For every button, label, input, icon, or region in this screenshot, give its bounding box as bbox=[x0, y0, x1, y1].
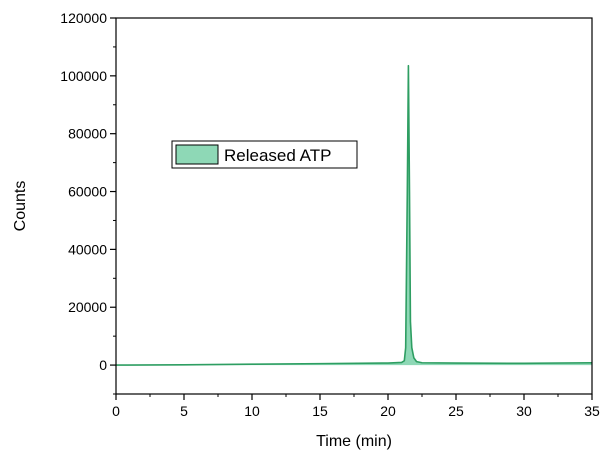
y-tick-label: 100000 bbox=[60, 68, 107, 84]
legend-label-released-atp: Released ATP bbox=[224, 146, 331, 165]
x-tick-label: 0 bbox=[112, 403, 120, 419]
x-axis-ticks bbox=[115, 394, 593, 400]
x-tick-label: 30 bbox=[516, 403, 532, 419]
y-tick-label: 0 bbox=[99, 357, 107, 373]
x-tick-label: 25 bbox=[448, 403, 464, 419]
series-line-released-atp bbox=[115, 64, 593, 366]
x-tick-label: 10 bbox=[244, 403, 260, 419]
plot-area bbox=[115, 64, 593, 366]
x-axis-title: Time (min) bbox=[316, 433, 392, 450]
x-axis-tick-labels: 0 5 10 15 20 25 30 35 bbox=[112, 403, 600, 419]
x-tick-label: 5 bbox=[180, 403, 188, 419]
series-area-released-atp bbox=[116, 65, 592, 366]
y-axis-title: Counts bbox=[12, 181, 29, 232]
y-tick-label: 60000 bbox=[68, 184, 107, 200]
legend-swatch-released-atp bbox=[175, 144, 219, 165]
y-axis-tick-labels: 0 20000 40000 60000 80000 100000 120000 bbox=[60, 10, 107, 373]
y-tick-label: 20000 bbox=[68, 299, 107, 315]
legend: Released ATP bbox=[171, 140, 358, 169]
y-tick-label: 80000 bbox=[68, 126, 107, 142]
y-tick-label: 40000 bbox=[68, 241, 107, 257]
x-tick-label: 15 bbox=[312, 403, 328, 419]
x-tick-label: 20 bbox=[380, 403, 396, 419]
y-tick-label: 120000 bbox=[60, 10, 107, 26]
y-axis-ticks bbox=[110, 17, 116, 395]
plot-frame bbox=[115, 17, 593, 395]
x-tick-label: 35 bbox=[584, 403, 600, 419]
